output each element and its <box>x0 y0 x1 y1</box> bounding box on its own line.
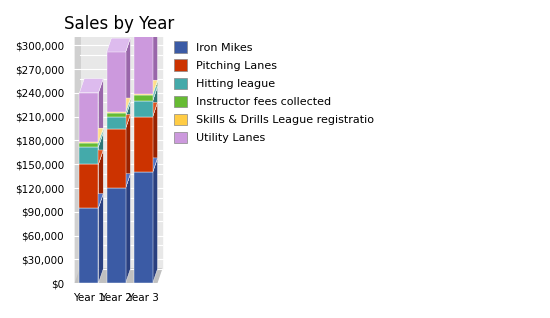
Bar <box>134 101 153 117</box>
Polygon shape <box>107 174 130 188</box>
Bar <box>134 94 153 95</box>
Polygon shape <box>153 81 157 101</box>
Bar <box>134 95 153 101</box>
Bar <box>107 128 125 188</box>
Polygon shape <box>134 81 157 95</box>
Bar <box>107 52 125 112</box>
Bar <box>79 147 98 164</box>
Bar <box>134 172 153 283</box>
Polygon shape <box>79 150 103 164</box>
Polygon shape <box>75 23 80 283</box>
Polygon shape <box>153 102 157 172</box>
Polygon shape <box>125 38 130 112</box>
Polygon shape <box>125 114 130 188</box>
Bar <box>134 117 153 172</box>
Polygon shape <box>79 79 103 93</box>
Polygon shape <box>98 150 103 208</box>
Bar <box>79 208 98 283</box>
Polygon shape <box>134 102 157 117</box>
Polygon shape <box>79 194 103 208</box>
Title: Sales by Year: Sales by Year <box>64 15 174 33</box>
Polygon shape <box>98 128 103 147</box>
Bar <box>134 29 153 94</box>
Polygon shape <box>79 128 103 142</box>
Polygon shape <box>125 98 130 113</box>
Bar <box>107 188 125 283</box>
Polygon shape <box>75 269 162 283</box>
Bar <box>107 112 125 113</box>
Polygon shape <box>153 158 157 283</box>
Polygon shape <box>79 133 103 147</box>
Bar <box>107 117 125 128</box>
Polygon shape <box>153 15 157 94</box>
Polygon shape <box>134 158 157 172</box>
Bar <box>79 143 98 147</box>
Polygon shape <box>125 99 130 117</box>
Polygon shape <box>134 86 157 101</box>
Polygon shape <box>134 15 157 29</box>
Polygon shape <box>107 114 130 128</box>
Polygon shape <box>80 23 162 269</box>
Polygon shape <box>134 80 157 94</box>
Polygon shape <box>107 38 130 52</box>
Legend: Iron Mikes, Pitching Lanes, Hitting league, Instructor fees collected, Skills & : Iron Mikes, Pitching Lanes, Hitting leag… <box>170 38 378 147</box>
Polygon shape <box>153 80 157 95</box>
Bar <box>107 113 125 117</box>
Bar <box>79 164 98 208</box>
Polygon shape <box>125 174 130 283</box>
Polygon shape <box>98 79 103 142</box>
Polygon shape <box>107 102 130 117</box>
Polygon shape <box>153 86 157 117</box>
Bar <box>79 142 98 143</box>
Polygon shape <box>98 133 103 164</box>
Polygon shape <box>98 194 103 283</box>
Polygon shape <box>107 98 130 112</box>
Polygon shape <box>107 99 130 113</box>
Polygon shape <box>125 102 130 128</box>
Bar <box>79 93 98 142</box>
Polygon shape <box>98 128 103 143</box>
Polygon shape <box>79 128 103 143</box>
